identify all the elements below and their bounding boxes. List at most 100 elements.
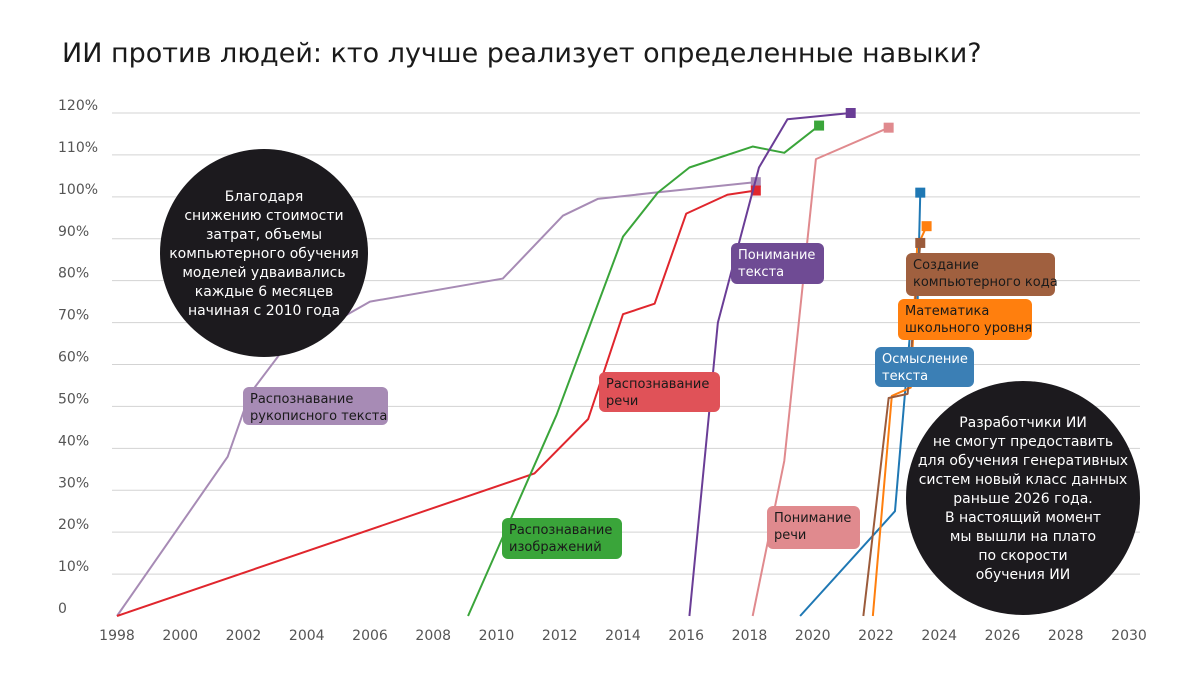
series-label-8: Создание компьютерного кода: [906, 253, 1058, 296]
annotation-text: Благодаря: [225, 189, 304, 205]
annotation-text: систем новый класс данных: [919, 472, 1128, 488]
y-tick-label: 100%: [58, 182, 98, 198]
series-label-text: школьного уровня: [905, 321, 1032, 336]
series-label-text: Математика: [905, 304, 989, 319]
annotation-text: по скорости: [978, 548, 1067, 564]
series-end-marker-8: [915, 237, 926, 248]
series-end-marker-7: [921, 221, 932, 232]
annotation-text: каждые 6 месяцев: [195, 284, 334, 300]
series-label-box: [898, 299, 1032, 340]
series-label-4: Понимание текста: [731, 243, 824, 284]
series-label-5: Понимание речи: [767, 506, 860, 549]
x-axis-ticks: 1998 2000 2002 2004 2006 2008 2010 2012 2014 2016…: [99, 628, 1147, 644]
x-tick-label: 2024: [921, 628, 957, 644]
y-tick-label: 10%: [58, 559, 89, 575]
y-tick-label: 110%: [58, 140, 98, 156]
annotation-text: не смогут предоставить: [933, 434, 1113, 450]
annotation-text: снижению стоимости: [184, 208, 343, 224]
y-tick-label: 30%: [58, 475, 89, 491]
series-label-text: речи: [606, 394, 638, 409]
series-label-text: компьютерного кода: [913, 275, 1058, 290]
series-label-6: Осмысление текста: [875, 347, 974, 387]
annotation-text: моделей удваивались: [182, 265, 345, 281]
x-tick-label: 2008: [415, 628, 451, 644]
annotation-text: начиная с 2010 года: [188, 303, 340, 319]
chart-title: ИИ против людей: кто лучше реализует опр…: [62, 38, 982, 69]
series-label-3: Распознавание изображений: [502, 518, 622, 559]
x-tick-label: 2002: [226, 628, 262, 644]
series-end-marker-4: [845, 108, 856, 118]
x-tick-label: 2026: [985, 628, 1021, 644]
x-tick-label: 2014: [605, 628, 641, 644]
annotation-circle: [160, 149, 368, 357]
y-tick-label: 90%: [58, 224, 89, 240]
annotation-text: В настоящий момент: [945, 510, 1101, 526]
series-label-7: Математика школьного уровня: [898, 299, 1032, 340]
series-label-text: Понимание: [774, 511, 851, 526]
y-tick-label: 70%: [58, 308, 89, 324]
annotation-bubbles: Благодаря снижению стоимости затрат, объем…: [160, 149, 1140, 615]
x-tick-label: 2004: [289, 628, 325, 644]
annotation-text: для обучения генеративных: [918, 453, 1128, 469]
y-tick-label: 80%: [58, 266, 89, 282]
series-label-text: Осмысление: [882, 352, 968, 367]
series-label-box: [502, 518, 622, 559]
annotation-text: Разработчики ИИ: [959, 415, 1087, 431]
series-label-box: [875, 347, 974, 387]
annotation-bubble-1: Благодаря снижению стоимости затрат, объем…: [160, 149, 368, 357]
annotation-circle: [906, 381, 1140, 615]
series-label-text: текста: [738, 265, 784, 280]
series-end-marker-2: [750, 185, 761, 196]
series-label-text: Распознавание: [250, 392, 353, 407]
x-tick-label: 2010: [479, 628, 515, 644]
series-end-marker-5: [883, 122, 894, 133]
series-label-box: [599, 372, 720, 412]
series-label-text: изображений: [509, 540, 602, 555]
x-tick-label: 2020: [795, 628, 831, 644]
x-tick-label: 2006: [352, 628, 388, 644]
y-tick-label: 40%: [58, 433, 89, 449]
series-end-marker-6: [915, 187, 926, 198]
series-label-text: Распознавание: [606, 377, 709, 392]
series-line-4: [688, 112, 851, 617]
series-line-3: [467, 124, 820, 617]
annotation-text: раньше 2026 года.: [953, 491, 1092, 507]
y-axis-ticks: 0 10% 20% 30% 40% 50% 60% 70% 80% 90% 100% 110% 120%: [58, 98, 98, 617]
annotation-text: компьютерного обучения: [169, 246, 359, 262]
series-label-box: [731, 243, 824, 284]
y-tick-label: 50%: [58, 391, 89, 407]
series-label-text: Создание: [913, 258, 979, 273]
series-line-8: [862, 242, 922, 617]
series-label-1: Распознавание рукописного текста: [243, 387, 388, 425]
annotation-text: мы вышли на плато: [950, 529, 1096, 545]
x-tick-label: 2018: [732, 628, 768, 644]
annotation-text: затрат, объемы: [206, 227, 322, 243]
x-tick-label: 2012: [542, 628, 578, 644]
x-tick-label: 2016: [668, 628, 704, 644]
series-label-text: речи: [774, 528, 806, 543]
series-label-text: рукописного текста: [250, 409, 387, 424]
x-tick-label: 2000: [162, 628, 198, 644]
annotation-text: обучения ИИ: [976, 567, 1070, 583]
series-label-text: текста: [882, 369, 928, 384]
y-tick-label: 60%: [58, 350, 89, 366]
x-tick-label: 1998: [99, 628, 135, 644]
x-tick-label: 2028: [1048, 628, 1084, 644]
y-tick-label: 0: [58, 601, 67, 617]
series-label-text: Распознавание: [509, 523, 612, 538]
series-label-box: [906, 253, 1055, 296]
y-tick-label: 120%: [58, 98, 98, 114]
x-tick-label: 2030: [1111, 628, 1147, 644]
series-label-box: [767, 506, 860, 549]
series-label-2: Распознавание речи: [599, 372, 720, 412]
series-end-marker-3: [814, 120, 825, 131]
annotation-bubble-2: Разработчики ИИ не смогут предоставить для…: [906, 381, 1140, 615]
series-label-box: [243, 387, 388, 425]
x-tick-label: 2022: [858, 628, 894, 644]
series-line-1: [116, 181, 756, 617]
y-tick-label: 20%: [58, 517, 89, 533]
series-line-2: [116, 189, 756, 617]
series-label-text: Понимание: [738, 248, 815, 263]
